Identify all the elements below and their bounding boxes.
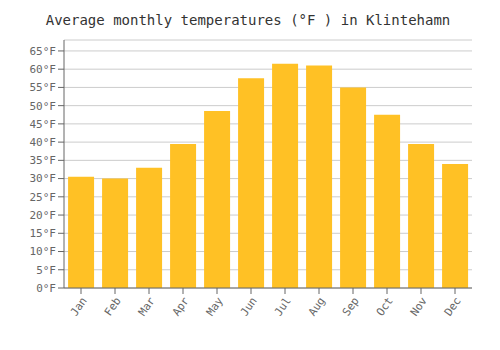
svg-text:Sep: Sep xyxy=(340,295,362,319)
svg-text:Mar: Mar xyxy=(136,294,158,318)
svg-text:45°F: 45°F xyxy=(30,118,57,131)
svg-text:Jul: Jul xyxy=(272,295,294,319)
svg-text:Apr: Apr xyxy=(170,294,192,318)
svg-text:Aug: Aug xyxy=(306,295,328,319)
svg-text:10°F: 10°F xyxy=(30,245,57,258)
svg-text:25°F: 25°F xyxy=(30,191,57,204)
svg-text:35°F: 35°F xyxy=(30,154,57,167)
svg-text:15°F: 15°F xyxy=(30,227,57,240)
svg-text:65°F: 65°F xyxy=(30,45,57,58)
svg-text:20°F: 20°F xyxy=(30,209,57,222)
svg-text:60°F: 60°F xyxy=(30,63,57,76)
svg-text:30°F: 30°F xyxy=(30,172,57,185)
svg-text:Jan: Jan xyxy=(68,295,90,319)
svg-text:May: May xyxy=(204,294,226,318)
svg-text:50°F: 50°F xyxy=(30,100,57,113)
svg-text:Jun: Jun xyxy=(238,295,260,319)
svg-text:55°F: 55°F xyxy=(30,81,57,94)
svg-text:40°F: 40°F xyxy=(30,136,57,149)
html-text:Average monthly temperatures (: Average monthly temperatures (°F ) in Kl… xyxy=(45,12,451,28)
svg-text:5°F: 5°F xyxy=(36,264,56,277)
svg-text:Feb: Feb xyxy=(102,295,124,319)
svg-text:Dec: Dec xyxy=(442,295,464,319)
svg-text:Oct: Oct xyxy=(374,295,396,319)
svg-text:0°F: 0°F xyxy=(36,282,56,295)
svg-text:Nov: Nov xyxy=(408,294,430,318)
